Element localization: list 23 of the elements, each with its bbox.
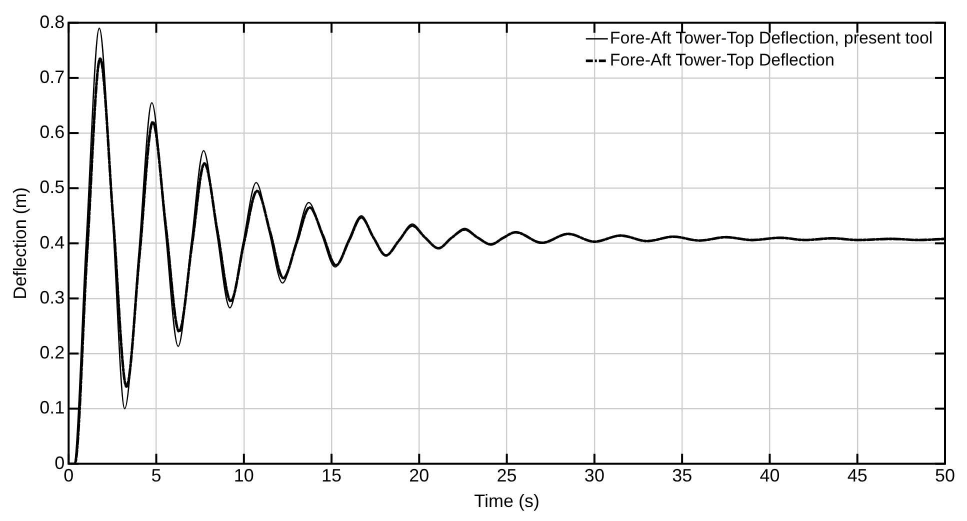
y-tick-label: 0.1: [40, 398, 65, 418]
y-tick-label: 0.5: [40, 177, 65, 198]
x-tick-label: 35: [672, 466, 692, 486]
x-tick-label: 50: [934, 466, 956, 486]
x-tick-label: 25: [496, 466, 517, 486]
legend-label: Fore-Aft Tower-Top Deflection: [610, 50, 834, 70]
x-tick-label: 10: [234, 466, 254, 486]
x-tick-label: 15: [322, 466, 342, 486]
legend-label: Fore-Aft Tower-Top Deflection, present tool: [610, 28, 933, 48]
y-tick-label: 0: [54, 452, 65, 473]
x-tick-label: 5: [151, 466, 162, 486]
x-axis-title: Time (s): [474, 491, 540, 512]
x-tick-label: 45: [847, 466, 868, 486]
y-tick-label: 0.3: [40, 287, 65, 308]
y-axis-title: Deflection (m): [10, 187, 30, 300]
y-tick-label: 0.6: [40, 122, 65, 142]
y-tick-label: 0.4: [40, 232, 65, 252]
y-tick-label: 0.2: [40, 342, 65, 363]
y-tick-label: 0.7: [40, 66, 65, 87]
x-tick-label: 40: [760, 466, 780, 486]
y-tick-label: 0.8: [40, 12, 65, 32]
x-tick-label: 20: [409, 466, 430, 486]
x-tick-label: 30: [584, 466, 604, 486]
